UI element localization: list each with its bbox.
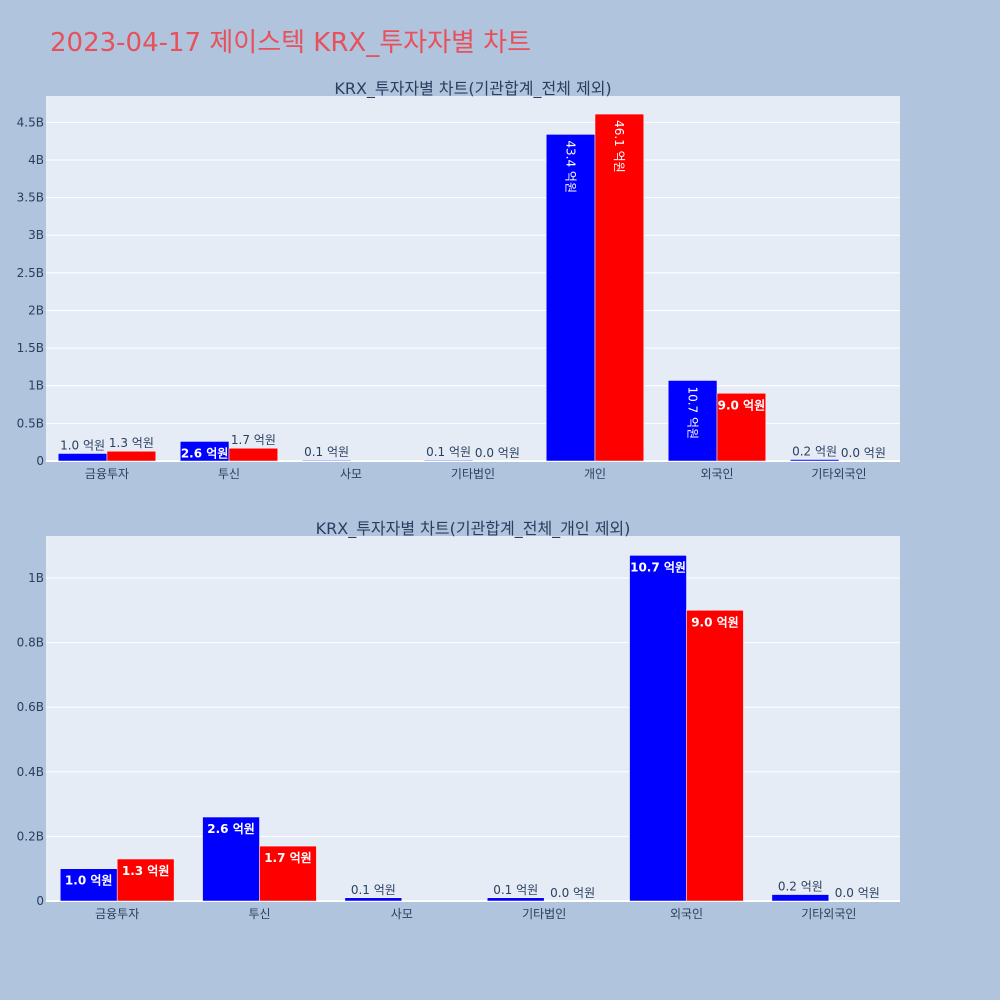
chart1-ytick-label: 0.5B [17,416,44,430]
chart2-data-label: 9.0 억원 [691,615,739,629]
chart1-ytick-label: 0 [36,454,44,468]
chart2-data-label: 1.3 억원 [122,864,170,878]
chart1-xtick-label: 기타법인 [451,467,495,481]
chart1-xtick-label: 금융투자 [85,467,129,481]
chart1-data-label: 2.6 억원 [181,446,229,460]
page-title: 2023-04-17 제이스텍 KRX_투자자별 차트 [50,28,532,58]
chart1-bar [667,380,718,462]
chart1-data-label: 0.1 억원 [304,445,349,459]
chart2-data-label: 0.1 억원 [351,883,396,897]
chart2-title: KRX_투자자별 차트(기관합계_전체_개인 제외) [316,519,631,539]
chart1-ytick-label: 3B [28,228,44,242]
chart2-bar [59,868,118,902]
chart2-data-label: 1.0 억원 [65,874,113,888]
chart2-bar [259,845,317,902]
chart2-bar [686,610,744,902]
chart2-xtick-label: 사모 [391,907,413,921]
chart2-bar [202,816,260,902]
chart1-data-label: 0.1 억원 [426,445,471,459]
chart1-ytick-label: 2B [28,303,44,317]
chart1-data-label: 1.0 억원 [60,438,105,452]
chart1-data-label: 46.1 억원 [612,120,626,173]
chart2-ytick-label: 0.2B [17,829,44,843]
chart1-data-label: 9.0 억원 [718,398,766,412]
chart2-ytick-label: 1B [28,571,44,585]
chart2-data-label: 0.0 억원 [550,886,595,900]
chart1-bar [228,447,279,462]
chart1-xtick-label: 외국인 [700,467,733,481]
chart1-bar [301,459,352,462]
chart2-ytick-label: 0.6B [17,700,44,714]
chart2-plot-area [46,536,900,901]
chart1-data-label: 1.7 억원 [231,433,276,447]
chart1-data-label: 1.3 억원 [109,436,154,450]
chart-1: 0 0.5B 1B 1.5B 2B 2.5B 3B 3.5B 4B 4.5B KRX_투자자별 차트… [17,79,900,481]
chart1-title: KRX_투자자별 차트(기관합계_전체 제외) [334,79,611,99]
chart1-bar [789,459,840,462]
chart2-ytick-label: 0.4B [17,765,44,779]
chart1-bar [423,459,474,462]
chart2-bar [116,858,175,902]
chart1-ytick-label: 1B [28,379,44,393]
chart2-xtick-label: 기타외국인 [801,907,856,921]
chart2-data-label: 0.0 억원 [835,886,880,900]
chart1-xtick-label: 개인 [584,467,606,481]
chart1-data-label: 10.7 억원 [685,386,699,439]
chart2-data-label: 0.1 억원 [493,883,538,897]
chart2-data-label: 0.2 억원 [778,880,823,894]
chart1-bar [545,134,596,462]
chart2-bar [629,555,687,902]
chart2-xtick-label: 기타법인 [522,907,566,921]
chart1-bar [106,450,157,462]
chart1-bar [716,393,767,462]
chart2-xtick-label: 투신 [248,907,270,921]
chart2-bar [344,897,403,902]
chart1-data-label: 0.2 억원 [792,444,837,458]
chart2-data-label: 10.7 억원 [630,560,686,574]
chart2-bar [771,894,830,902]
chart1-ytick-label: 4B [28,153,44,167]
chart1-ytick-label: 1.5B [17,341,44,355]
chart2-xtick-label: 외국인 [670,907,703,921]
chart1-ytick-label: 4.5B [17,115,44,129]
chart1-bar [594,113,645,462]
chart2-bar [486,897,545,902]
chart1-xtick-label: 기타외국인 [811,467,866,481]
chart1-ytick-label: 3.5B [17,191,44,205]
chart2-data-label: 1.7 억원 [264,851,312,865]
chart1-data-label: 0.0 억원 [841,446,886,460]
chart2-xtick-label: 금융투자 [95,907,139,921]
chart2-ytick-label: 0.8B [17,636,44,650]
chart1-xtick-label: 투신 [218,467,240,481]
chart2-data-label: 2.6 억원 [207,822,255,836]
chart1-xtick-label: 사모 [340,467,362,481]
chart1-data-label: 0.0 억원 [475,446,520,460]
chart2-ytick-label: 0 [36,894,44,908]
chart1-data-label: 43.4 억원 [563,140,577,193]
chart1-ytick-label: 2.5B [17,266,44,280]
